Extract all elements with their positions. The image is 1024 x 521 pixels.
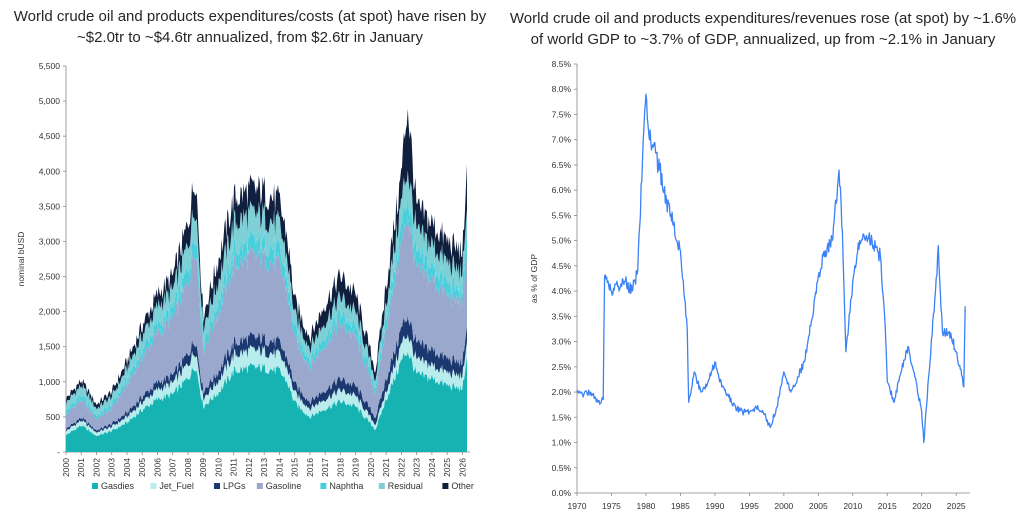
x-tick-label: 2019 [351, 458, 361, 477]
x-tick-label: 2026 [457, 458, 467, 477]
x-tick-label: 2000 [774, 501, 793, 511]
y-axis-label: as % of GDP [529, 254, 539, 303]
y-tick-label: 5,000 [39, 96, 61, 106]
y-tick-label: 7.0% [552, 135, 572, 145]
x-tick-label: 2002 [91, 458, 101, 477]
y-tick-label: 5.5% [552, 210, 572, 220]
x-tick-label: 2003 [107, 458, 117, 477]
series-line [576, 93, 966, 444]
stacked-area-chart: - 500 1,000 1,500 2,000 2,500 3,000 3,500 4,000 4… [16, 61, 474, 491]
legend-label: Other [451, 481, 474, 491]
y-tick-label: 3.0% [552, 337, 572, 347]
y-tick-label: 2,000 [39, 307, 61, 317]
y-tick-label: 1.0% [552, 438, 572, 448]
x-tick-label: 2024 [427, 458, 437, 477]
x-tick-label: 2010 [213, 458, 223, 477]
y-tick-label: 4,000 [39, 166, 61, 176]
series-area-other [66, 108, 467, 410]
y-tick-label: 1,000 [39, 377, 61, 387]
y-tick-label: 5.0% [552, 236, 572, 246]
x-tick-label: 1970 [568, 501, 587, 511]
x-tick-label: 2004 [122, 458, 132, 477]
legend-swatch [214, 483, 220, 489]
y-tick-label: 3,000 [39, 236, 61, 246]
y-tick-label: 0.0% [552, 488, 572, 498]
series-area-jet-fuel [66, 334, 467, 437]
x-tick-label: 1995 [740, 501, 759, 511]
x-tick-label: 2021 [381, 458, 391, 477]
x-tick-label: 2001 [76, 458, 86, 477]
y-tick-label: 8.5% [552, 59, 572, 69]
legend-swatch [256, 483, 263, 489]
x-tick-label: 2015 [878, 501, 897, 511]
y-tick-label: 2.5% [552, 362, 572, 372]
legend-swatch [320, 483, 327, 489]
y-tick-label: 2.0% [552, 387, 572, 397]
series-area-gasdies [66, 351, 467, 452]
y-tick-label: 3,500 [39, 201, 61, 211]
legend-label: Naphtha [329, 481, 363, 491]
series-area-lpgs [66, 316, 467, 433]
x-tick-label: 2013 [259, 458, 269, 477]
x-tick-label: 2014 [274, 458, 284, 477]
legend-label: Jet_Fuel [159, 481, 194, 491]
x-tick-label: 2010 [843, 501, 862, 511]
series-area-residual [66, 170, 467, 417]
y-axis-label: nominal bUSD [16, 232, 26, 287]
y-tick-label: - [57, 447, 60, 457]
x-tick-label: 2025 [442, 458, 452, 477]
x-tick-label: 1975 [602, 501, 621, 511]
x-tick-label: 1985 [671, 501, 690, 511]
x-tick-label: 2008 [183, 458, 193, 477]
legend-swatch [442, 483, 449, 489]
legend-label: Gasoline [266, 481, 302, 491]
y-tick-label: 1.5% [552, 412, 572, 422]
legend-swatch [92, 483, 98, 489]
legend-swatch [150, 483, 157, 489]
left-chart-title: World crude oil and products expenditure… [13, 8, 487, 46]
series-area-gasoline [66, 216, 467, 431]
x-tick-label: 2025 [947, 501, 966, 511]
y-tick-label: 3.5% [552, 311, 572, 321]
x-tick-label: 2007 [168, 458, 178, 477]
x-tick-label: 2018 [335, 458, 345, 477]
y-tick-label: 6.5% [552, 160, 572, 170]
right-chart-title: World crude oil and products expenditure… [509, 10, 1017, 48]
y-tick-label: 4,500 [39, 131, 61, 141]
y-tick-label: 6.0% [552, 185, 572, 195]
x-tick-label: 2015 [290, 458, 300, 477]
y-tick-label: 0.5% [552, 463, 572, 473]
x-tick-label: 2020 [912, 501, 931, 511]
legend-swatch [378, 483, 385, 489]
x-tick-label: 2000 [61, 458, 71, 477]
x-tick-label: 2005 [137, 458, 147, 477]
x-tick-label: 2005 [809, 501, 828, 511]
x-tick-label: 2022 [396, 458, 406, 477]
x-tick-label: 1980 [636, 501, 655, 511]
x-tick-label: 2016 [305, 458, 315, 477]
y-tick-label: 4.0% [552, 286, 572, 296]
y-tick-label: 500 [46, 412, 60, 422]
y-tick-label: 5,500 [39, 61, 61, 71]
x-tick-label: 2012 [244, 458, 254, 477]
x-tick-label: 2009 [198, 458, 208, 477]
x-tick-label: 2020 [366, 458, 376, 477]
x-tick-label: 2006 [152, 458, 162, 477]
y-tick-label: 1,500 [39, 342, 61, 352]
legend-label: Gasdies [101, 481, 135, 491]
y-tick-label: 7.5% [552, 109, 572, 119]
y-tick-label: 4.5% [552, 261, 572, 271]
y-tick-label: 8.0% [552, 84, 572, 94]
y-tick-label: 2,500 [39, 272, 61, 282]
x-tick-label: 2017 [320, 458, 330, 477]
legend-label: Residual [388, 481, 423, 491]
legend-label: LPGs [223, 481, 246, 491]
x-tick-label: 2023 [412, 458, 422, 477]
x-tick-label: 2011 [229, 458, 239, 477]
x-tick-label: 1990 [705, 501, 724, 511]
